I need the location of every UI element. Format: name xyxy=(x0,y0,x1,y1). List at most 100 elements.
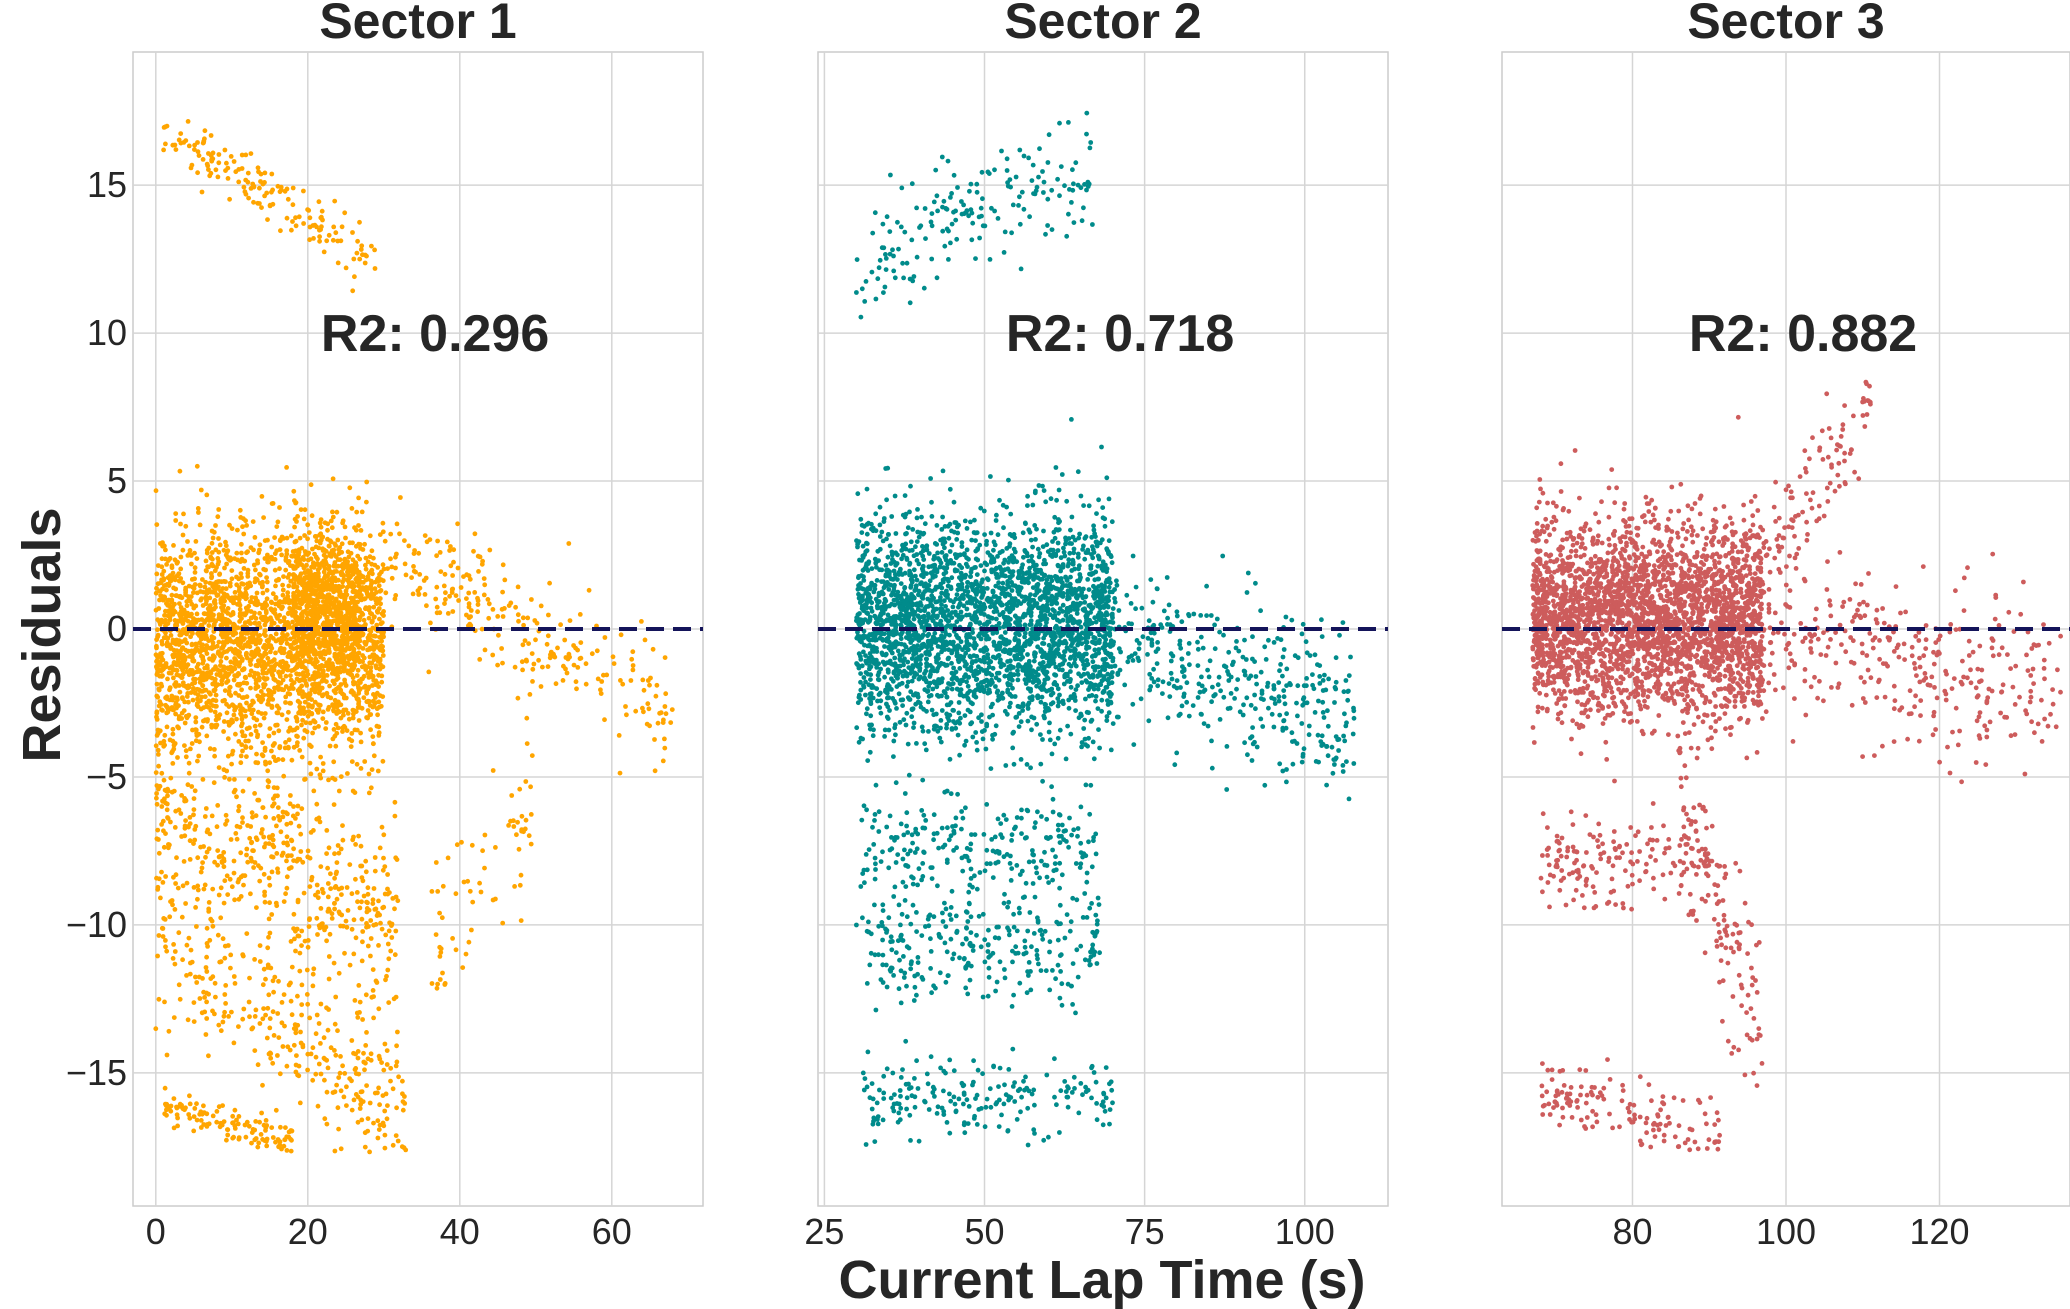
scatter-point xyxy=(240,815,245,821)
scatter-point xyxy=(251,715,257,721)
scatter-point xyxy=(176,982,182,988)
scatter-point xyxy=(206,900,212,905)
scatter-point xyxy=(284,535,290,541)
scatter-point xyxy=(321,552,327,558)
scatter-point xyxy=(301,598,307,604)
scatter-point xyxy=(240,820,245,825)
scatter-point xyxy=(356,608,362,614)
scatter-point xyxy=(380,1093,386,1098)
scatter-point xyxy=(306,924,312,929)
scatter-point xyxy=(271,657,277,663)
scatter-point xyxy=(255,200,261,206)
scatter-point xyxy=(440,883,446,889)
scatter-point xyxy=(375,1118,381,1124)
scatter-point xyxy=(334,1082,339,1088)
scatter-point xyxy=(327,657,332,663)
scatter-point xyxy=(332,851,337,857)
scatter-point xyxy=(369,548,375,554)
scatter-point xyxy=(283,567,289,573)
scatter-point xyxy=(286,737,292,743)
scatter-point xyxy=(262,677,268,682)
scatter-point xyxy=(277,566,282,572)
scatter-point xyxy=(466,590,472,596)
scatter-point xyxy=(204,568,209,574)
scatter-point xyxy=(257,547,262,553)
scatter-point xyxy=(362,759,368,764)
scatter-point xyxy=(286,866,292,871)
scatter-point xyxy=(270,636,276,641)
scatter-point xyxy=(168,645,174,651)
scatter-point xyxy=(183,592,189,598)
scatter-point xyxy=(180,532,186,538)
scatter-point xyxy=(362,596,368,601)
scatter-point xyxy=(303,720,309,726)
scatter-point xyxy=(249,1026,255,1032)
scatter-point xyxy=(353,876,358,882)
scatter-point xyxy=(324,1005,329,1011)
scatter-point xyxy=(252,723,258,729)
scatter-point xyxy=(280,587,286,593)
scatter-point xyxy=(229,526,235,531)
scatter-point xyxy=(175,885,181,891)
scatter-point xyxy=(271,620,277,626)
scatter-point xyxy=(360,252,365,258)
scatter-point xyxy=(322,1077,327,1083)
scatter-point xyxy=(168,775,174,781)
scatter-point xyxy=(520,615,526,621)
scatter-point xyxy=(352,560,358,566)
scatter-point xyxy=(362,683,368,689)
scatter-point xyxy=(616,733,622,738)
scatter-point xyxy=(247,1014,252,1020)
scatter-point xyxy=(310,1077,316,1083)
scatter-point xyxy=(230,610,236,615)
scatter-point xyxy=(220,643,226,649)
scatter-point xyxy=(194,924,199,929)
scatter-point xyxy=(202,995,208,1000)
scatter-point xyxy=(184,942,190,948)
scatter-point xyxy=(403,572,409,578)
scatter-point xyxy=(365,1056,371,1062)
scatter-point xyxy=(203,558,209,564)
scatter-point xyxy=(307,917,312,923)
scatter-point xyxy=(156,763,162,769)
scatter-point xyxy=(203,965,209,970)
scatter-point xyxy=(400,1078,405,1084)
scatter-point xyxy=(332,906,337,912)
scatter-point xyxy=(155,953,161,959)
scatter-point xyxy=(453,891,459,897)
scatter-point xyxy=(175,1123,181,1129)
scatter-point xyxy=(172,907,178,912)
scatter-point xyxy=(213,604,218,610)
scatter-point xyxy=(241,531,247,537)
scatter-point xyxy=(571,662,577,668)
scatter-point xyxy=(244,931,250,936)
scatter-point xyxy=(443,590,448,596)
scatter-point xyxy=(536,657,541,663)
scatter-point xyxy=(378,662,383,668)
scatter-point xyxy=(253,760,259,765)
scatter-point xyxy=(223,539,228,545)
scatter-point xyxy=(170,142,176,148)
scatter-point xyxy=(604,672,610,678)
scatter-point xyxy=(288,837,294,843)
scatter-point xyxy=(618,678,623,683)
scatter-point xyxy=(363,992,369,998)
scatter-point xyxy=(529,753,535,758)
scatter-point xyxy=(173,518,179,523)
scatter-point xyxy=(277,744,283,749)
scatter-point xyxy=(370,734,376,739)
scatter-point xyxy=(379,679,385,685)
scatter-point xyxy=(257,610,262,616)
scatter-point xyxy=(490,768,496,773)
scatter-point xyxy=(437,550,443,555)
scatter-point xyxy=(290,598,296,603)
scatter-point xyxy=(324,1121,330,1127)
scatter-point xyxy=(235,557,241,563)
scatter-point xyxy=(203,673,209,679)
scatter-point xyxy=(316,199,322,205)
scatter-point xyxy=(216,507,222,512)
scatter-point xyxy=(315,710,321,715)
scatter-point xyxy=(209,540,215,546)
scatter-point xyxy=(270,201,276,207)
scatter-point xyxy=(215,848,221,853)
